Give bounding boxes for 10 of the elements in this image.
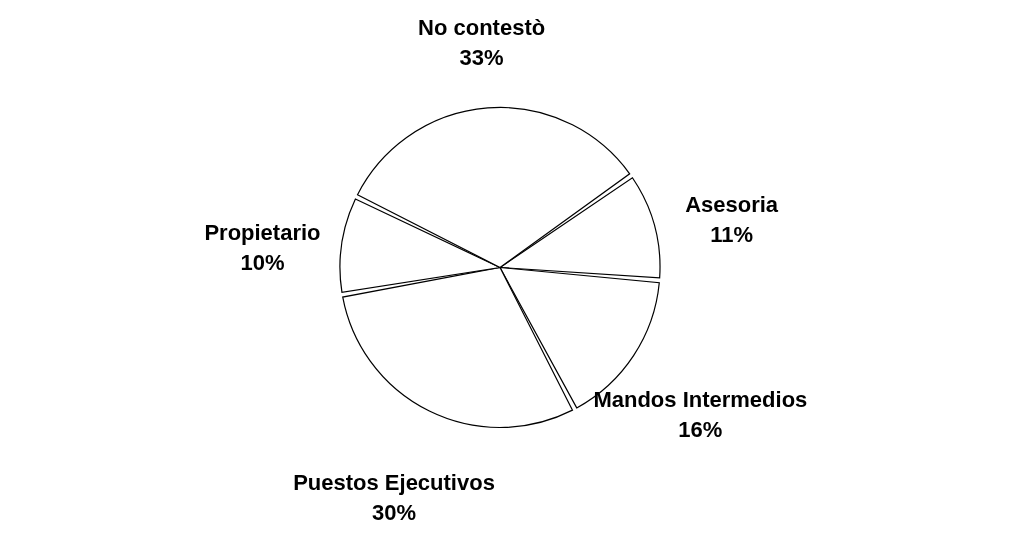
slice-label: Propietario <box>204 220 321 246</box>
data-label: 30% <box>372 499 417 525</box>
slice-label: Mandos Intermedios <box>593 386 808 412</box>
data-label: 10% <box>240 250 285 276</box>
data-label: 11% <box>710 221 754 247</box>
slice-label: Asesoria <box>685 191 779 217</box>
data-label: 16% <box>678 416 723 442</box>
slice-label: Puestos Ejecutivos <box>293 469 495 495</box>
data-label: 33% <box>459 45 504 71</box>
slice-label: No contestò <box>418 15 546 41</box>
